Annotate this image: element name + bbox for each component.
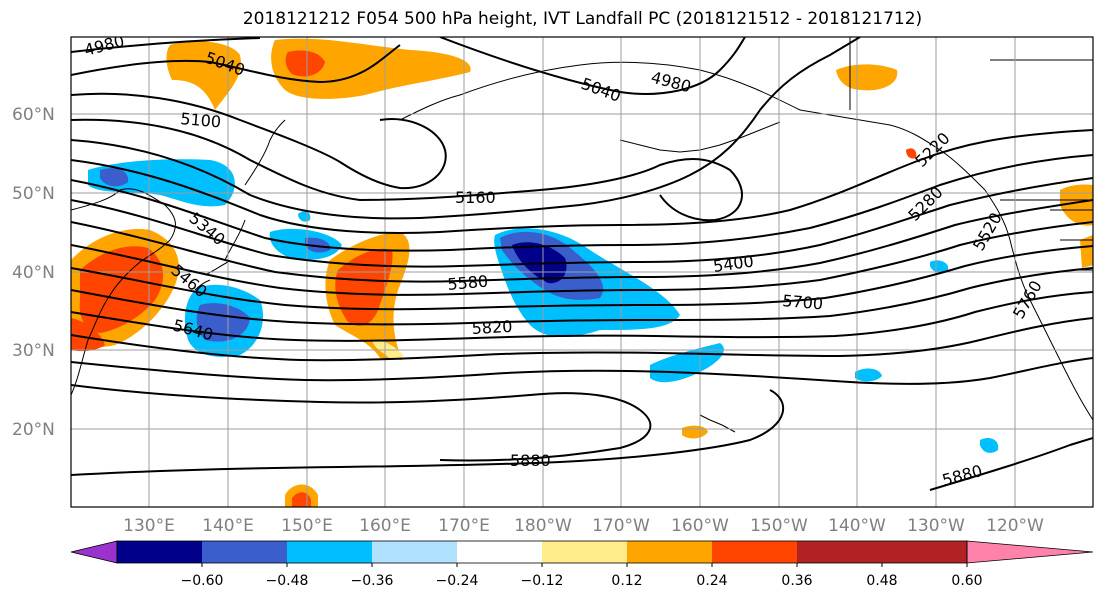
colorbar-extend-high <box>966 540 1094 564</box>
map-title: 2018121212 F054 500 hPa height, IVT Land… <box>242 9 923 29</box>
lon-label: 170°W <box>592 516 650 536</box>
colorbar-tick-label: 0.24 <box>696 573 727 589</box>
lon-label: 170°E <box>438 516 490 536</box>
colorbar-segment <box>627 541 712 563</box>
lat-label: 60°N <box>12 105 55 125</box>
positive-anomaly <box>166 41 241 110</box>
colorbar-tick-label: 0.48 <box>866 573 897 589</box>
canada-border <box>849 37 1093 110</box>
lon-label: 140°W <box>828 516 886 536</box>
negative-anomaly-strong <box>100 168 129 187</box>
lon-label: 160°W <box>671 516 729 536</box>
contour-label: 5100 <box>180 109 222 131</box>
colorbar-tick-label: −0.12 <box>521 573 564 589</box>
contour-label: 5880 <box>510 451 551 470</box>
lon-label: 140°E <box>202 516 254 536</box>
alaska-coast <box>799 109 1093 421</box>
negative-anomaly <box>930 260 949 273</box>
latitude-labels: 60°N 50°N 40°N 30°N 20°N <box>12 105 55 440</box>
gridlines <box>71 37 1093 507</box>
lat-label: 30°N <box>12 341 55 361</box>
colorbar-tick-label: 0.12 <box>611 573 642 589</box>
lon-label: 130°W <box>907 516 965 536</box>
lat-label: 40°N <box>12 263 55 283</box>
colorbar-segment <box>457 541 542 563</box>
colorbar-tick-label: −0.24 <box>436 573 479 589</box>
height-contours <box>71 37 1093 491</box>
lat-label: 20°N <box>12 420 55 440</box>
lon-label: 130°E <box>123 516 175 536</box>
colorbar-segment <box>882 541 967 563</box>
longitude-labels: 130°E 140°E 150°E 160°E 170°E 180°W 170°… <box>123 516 1044 536</box>
us-border <box>1000 199 1093 271</box>
negative-anomaly <box>88 159 235 207</box>
colorbar-segment <box>287 541 372 563</box>
contour-label: 5160 <box>455 188 496 207</box>
colorbar-segment <box>117 541 202 563</box>
positive-anomaly-strong <box>335 248 393 326</box>
colorbar-segment <box>202 541 287 563</box>
colorbar-tick-label: −0.48 <box>266 573 309 589</box>
colorbar-ticks <box>201 563 968 567</box>
colorbar-extend-low <box>70 540 118 564</box>
colorbar: −0.60 −0.48 −0.36 −0.24 −0.12 0.12 0.24 … <box>70 540 1094 589</box>
negative-anomaly <box>980 438 999 453</box>
lon-label: 150°E <box>281 516 333 536</box>
contour-label: 5580 <box>447 272 489 294</box>
lon-label: 120°W <box>986 516 1044 536</box>
colorbar-tick-label: −0.60 <box>181 573 224 589</box>
lat-label: 50°N <box>12 184 55 204</box>
positive-anomaly <box>271 38 471 99</box>
contour-label: 5700 <box>782 291 824 313</box>
bering-coast <box>399 61 801 121</box>
positive-anomaly <box>836 64 898 91</box>
positive-anomaly <box>1060 184 1093 226</box>
colorbar-segment <box>797 541 882 563</box>
colorbar-tick-label: 0.36 <box>781 573 812 589</box>
positive-anomaly-weak <box>1080 235 1093 268</box>
lon-label: 150°W <box>750 516 808 536</box>
positive-anomaly-strong <box>285 50 325 77</box>
colorbar-tick-label: 0.60 <box>951 573 982 589</box>
colorbar-segment <box>712 541 797 563</box>
colorbar-tick-label: −0.36 <box>351 573 394 589</box>
lon-label: 180°W <box>514 516 572 536</box>
map-border <box>70 36 1094 508</box>
contour-label: 5820 <box>471 317 513 338</box>
coastlines <box>71 37 1093 433</box>
positive-anomaly-strong <box>906 148 917 159</box>
negative-anomaly-strong <box>196 303 250 342</box>
negative-anomaly-strong <box>305 237 331 253</box>
positive-anomaly-strong <box>71 318 105 352</box>
colorbar-segment <box>372 541 457 563</box>
colorbar-segment <box>542 541 627 563</box>
positive-anomaly-strong <box>292 492 311 507</box>
lon-label: 160°E <box>359 516 411 536</box>
asia-coast <box>71 188 176 396</box>
negative-anomaly <box>855 368 882 382</box>
kamchatka <box>244 119 286 186</box>
